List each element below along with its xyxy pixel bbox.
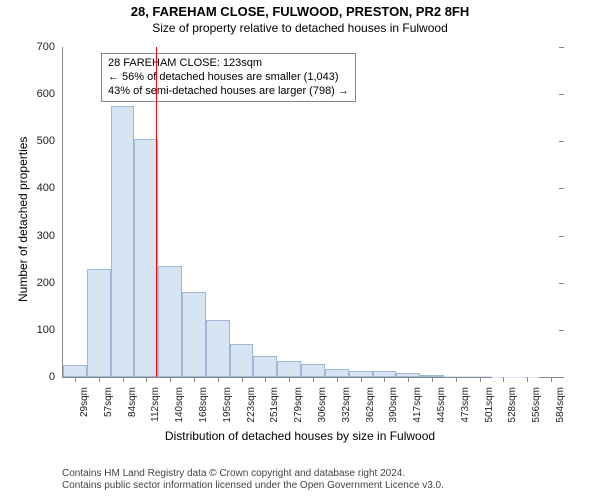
x-tick-label: 445sqm — [436, 383, 447, 423]
y-tick-label: 700 — [37, 41, 63, 53]
histogram-bar — [182, 292, 206, 377]
x-tick-mark — [432, 377, 433, 382]
x-tick-label: 251sqm — [269, 383, 280, 423]
y-tick-mark — [559, 47, 564, 48]
x-tick-mark — [456, 377, 457, 382]
x-tick-mark — [99, 377, 100, 382]
chart-container: { "title_line1": "28, FAREHAM CLOSE, FUL… — [0, 0, 600, 500]
x-tick-label: 140sqm — [174, 383, 185, 423]
histogram-bar — [111, 106, 135, 377]
x-tick-label: 362sqm — [365, 383, 376, 423]
histogram-bar — [301, 364, 325, 377]
x-tick-label: 473sqm — [460, 383, 471, 423]
x-tick-label: 584sqm — [555, 383, 566, 423]
x-tick-mark — [146, 377, 147, 382]
histogram-bar — [325, 369, 349, 377]
histogram-bar — [87, 269, 111, 377]
x-tick-mark — [289, 377, 290, 382]
x-tick-label: 332sqm — [341, 383, 352, 423]
chart-subtitle: Size of property relative to detached ho… — [0, 21, 600, 35]
x-tick-mark — [408, 377, 409, 382]
x-tick-label: 168sqm — [198, 383, 209, 423]
annotation-line-2: ← 56% of detached houses are smaller (1,… — [108, 71, 349, 85]
x-tick-label: 29sqm — [79, 383, 90, 417]
x-tick-label: 528sqm — [507, 383, 518, 423]
plot-area: 28 FAREHAM CLOSE: 123sqm ← 56% of detach… — [62, 47, 563, 378]
annotation-line-1: 28 FAREHAM CLOSE: 123sqm — [108, 57, 349, 71]
x-tick-label: 306sqm — [317, 383, 328, 423]
x-tick-mark — [313, 377, 314, 382]
y-tick-mark — [559, 94, 564, 95]
x-tick-mark — [265, 377, 266, 382]
x-tick-label: 223sqm — [246, 383, 257, 423]
histogram-bar — [63, 365, 87, 377]
y-tick-label: 600 — [37, 88, 63, 100]
x-tick-label: 195sqm — [222, 383, 233, 423]
annotation-line-3: 43% of semi-detached houses are larger (… — [108, 85, 349, 99]
x-tick-mark — [551, 377, 552, 382]
x-tick-mark — [527, 377, 528, 382]
x-tick-label: 84sqm — [127, 383, 138, 417]
y-tick-label: 200 — [37, 277, 63, 289]
y-tick-label: 500 — [37, 135, 63, 147]
x-tick-mark — [170, 377, 171, 382]
x-tick-label: 501sqm — [484, 383, 495, 423]
y-tick-mark — [559, 236, 564, 237]
x-tick-label: 390sqm — [388, 383, 399, 423]
x-tick-mark — [242, 377, 243, 382]
histogram-bar — [158, 266, 182, 377]
y-tick-mark — [559, 377, 564, 378]
annotation-box: 28 FAREHAM CLOSE: 123sqm ← 56% of detach… — [101, 53, 356, 102]
histogram-bar — [277, 361, 301, 378]
footer-copyright-1: Contains HM Land Registry data © Crown c… — [62, 468, 405, 479]
x-tick-label: 556sqm — [531, 383, 542, 423]
histogram-bar — [230, 344, 254, 377]
y-axis-label: Number of detached properties — [16, 137, 30, 302]
y-tick-label: 400 — [37, 182, 63, 194]
chart-title-address: 28, FAREHAM CLOSE, FULWOOD, PRESTON, PR2… — [0, 4, 600, 19]
x-tick-mark — [337, 377, 338, 382]
x-tick-mark — [503, 377, 504, 382]
x-tick-mark — [361, 377, 362, 382]
histogram-bar — [253, 356, 277, 377]
x-tick-label: 417sqm — [412, 383, 423, 423]
x-tick-mark — [384, 377, 385, 382]
x-tick-label: 112sqm — [150, 383, 161, 422]
x-tick-mark — [480, 377, 481, 382]
y-tick-mark — [559, 188, 564, 189]
x-axis-label: Distribution of detached houses by size … — [0, 429, 600, 443]
property-marker-line — [156, 47, 157, 377]
y-tick-mark — [559, 330, 564, 331]
x-tick-mark — [194, 377, 195, 382]
y-tick-label: 300 — [37, 230, 63, 242]
y-tick-mark — [559, 283, 564, 284]
y-tick-mark — [559, 141, 564, 142]
x-tick-mark — [123, 377, 124, 382]
footer-copyright-2: Contains public sector information licen… — [62, 480, 444, 491]
histogram-bar — [206, 320, 230, 377]
x-tick-mark — [218, 377, 219, 382]
y-tick-label: 0 — [49, 371, 63, 383]
x-tick-mark — [75, 377, 76, 382]
x-tick-label: 57sqm — [103, 383, 114, 417]
x-tick-label: 279sqm — [293, 383, 304, 423]
y-tick-label: 100 — [37, 324, 63, 336]
